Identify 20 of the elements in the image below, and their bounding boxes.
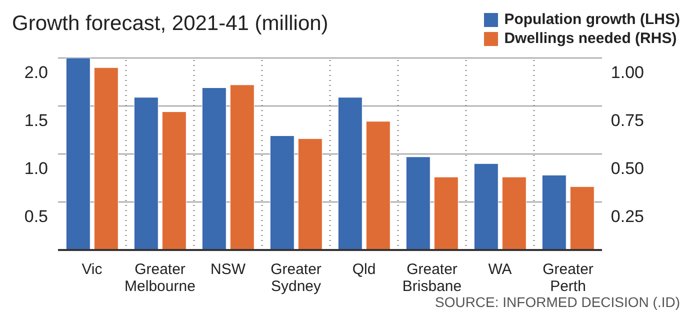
x-tick-label: Qld <box>352 261 376 278</box>
y-tick-label: 1.5 <box>24 111 48 130</box>
chart-title: Growth forecast, 2021-41 (million) <box>12 12 328 36</box>
x-tick-label: Vic <box>82 261 103 278</box>
x-tick-label: Greater Melbourne <box>124 261 196 295</box>
y-tick-label: 1.0 <box>24 159 48 178</box>
y2-tick-label: 0.75 <box>610 111 644 130</box>
x-tick-label: NSW <box>210 261 246 278</box>
x-tick-label: Greater Perth <box>542 261 594 295</box>
source-note: SOURCE: INFORMED DECISION (.ID) <box>434 294 680 310</box>
y2-tick-label: 1.00 <box>610 63 644 82</box>
legend-label: Population growth (LHS) <box>503 10 680 29</box>
x-tick-label: Greater Sydney <box>270 261 322 295</box>
y2-tick-label: 0.50 <box>610 159 644 178</box>
y2-tick-label: 0.25 <box>610 207 644 226</box>
y-tick-label: 0.5 <box>24 207 48 226</box>
x-tick-label: WA <box>488 261 512 278</box>
x-tick-label: Greater Brisbane <box>402 261 462 295</box>
legend-label: Dwellings needed (RHS) <box>503 29 678 48</box>
y-tick-label: 2.0 <box>24 63 48 82</box>
